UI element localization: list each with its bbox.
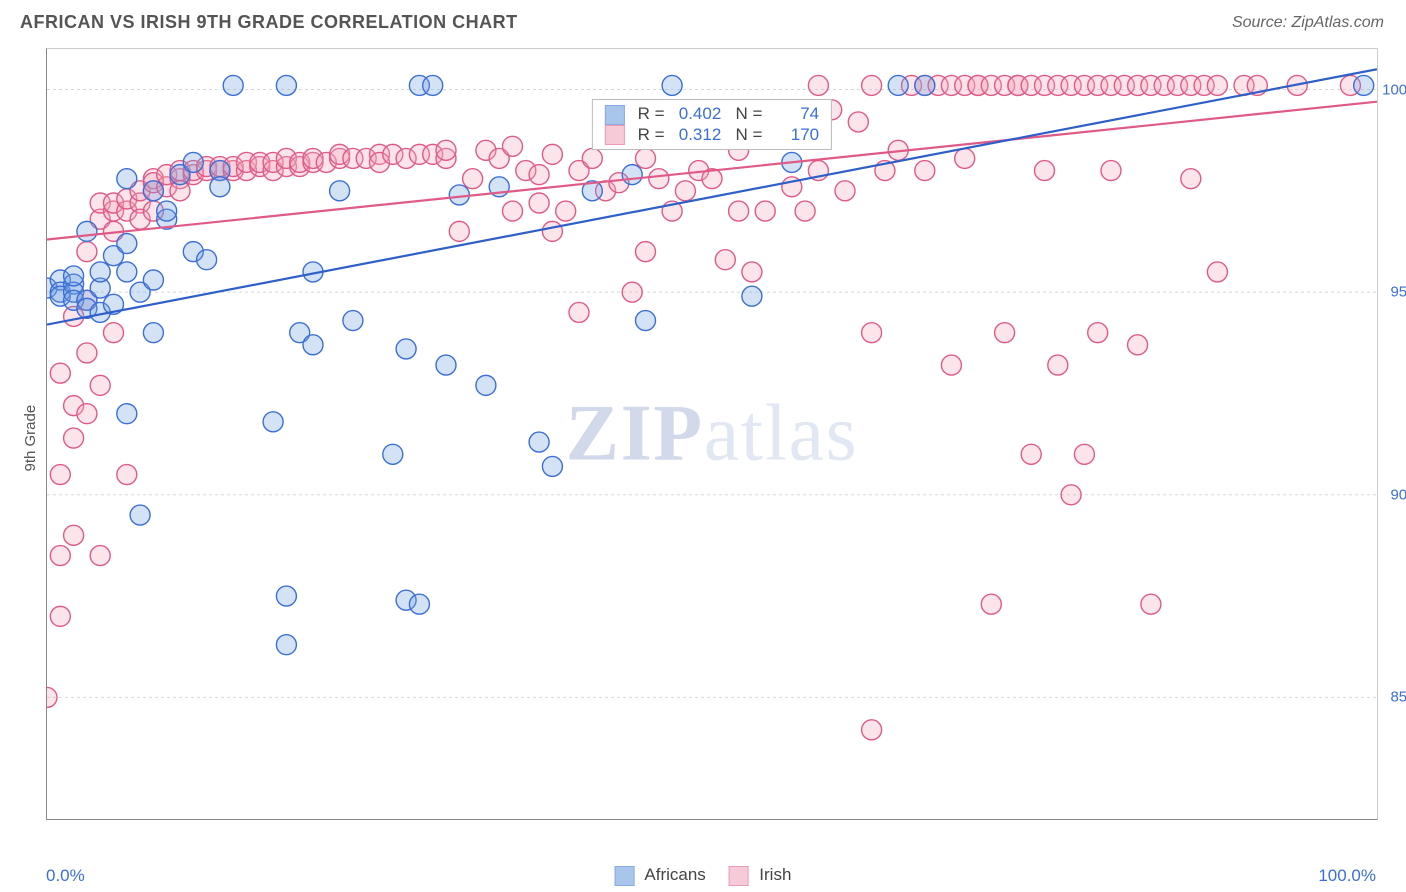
series-label-irish: Irish xyxy=(759,865,791,884)
series-label-africans: Africans xyxy=(644,865,705,884)
watermark-a: ZIP xyxy=(566,390,704,478)
stats-row-africans: R = 0.402 N = 74 xyxy=(605,104,819,125)
stats-legend: R = 0.402 N = 74 R = 0.312 N = 170 xyxy=(592,99,832,150)
series-legend: Africans Irish xyxy=(615,865,792,886)
y-tick-label: 85.0% xyxy=(1390,689,1406,706)
watermark-b: atlas xyxy=(704,390,859,478)
series-swatch-africans xyxy=(615,866,635,886)
n-value-irish: 170 xyxy=(771,125,819,145)
legend-swatch-irish xyxy=(605,125,625,145)
n-label: N = xyxy=(735,104,762,123)
y-tick-label: 100.0% xyxy=(1382,81,1406,98)
chart-title: AFRICAN VS IRISH 9TH GRADE CORRELATION C… xyxy=(20,12,518,33)
plot-area: ZIPatlas R = 0.402 N = 74 R = 0.312 N = … xyxy=(46,48,1378,820)
n-value-africans: 74 xyxy=(771,104,819,124)
legend-swatch-africans xyxy=(605,105,625,125)
r-label: R = xyxy=(638,125,665,144)
n-label: N = xyxy=(735,125,762,144)
r-value-irish: 0.312 xyxy=(673,125,721,145)
chart-svg xyxy=(47,49,1377,819)
series-swatch-irish xyxy=(729,866,749,886)
watermark: ZIPatlas xyxy=(566,389,859,480)
y-axis-label: 9th Grade xyxy=(22,405,39,472)
x-tick-label-0: 0.0% xyxy=(46,866,85,886)
source-label: Source: ZipAtlas.com xyxy=(1232,14,1384,32)
y-tick-label: 95.0% xyxy=(1390,284,1406,301)
y-tick-label: 90.0% xyxy=(1390,486,1406,503)
x-tick-label-100: 100.0% xyxy=(1318,866,1376,886)
r-value-africans: 0.402 xyxy=(673,104,721,124)
stats-row-irish: R = 0.312 N = 170 xyxy=(605,125,819,146)
r-label: R = xyxy=(638,104,665,123)
